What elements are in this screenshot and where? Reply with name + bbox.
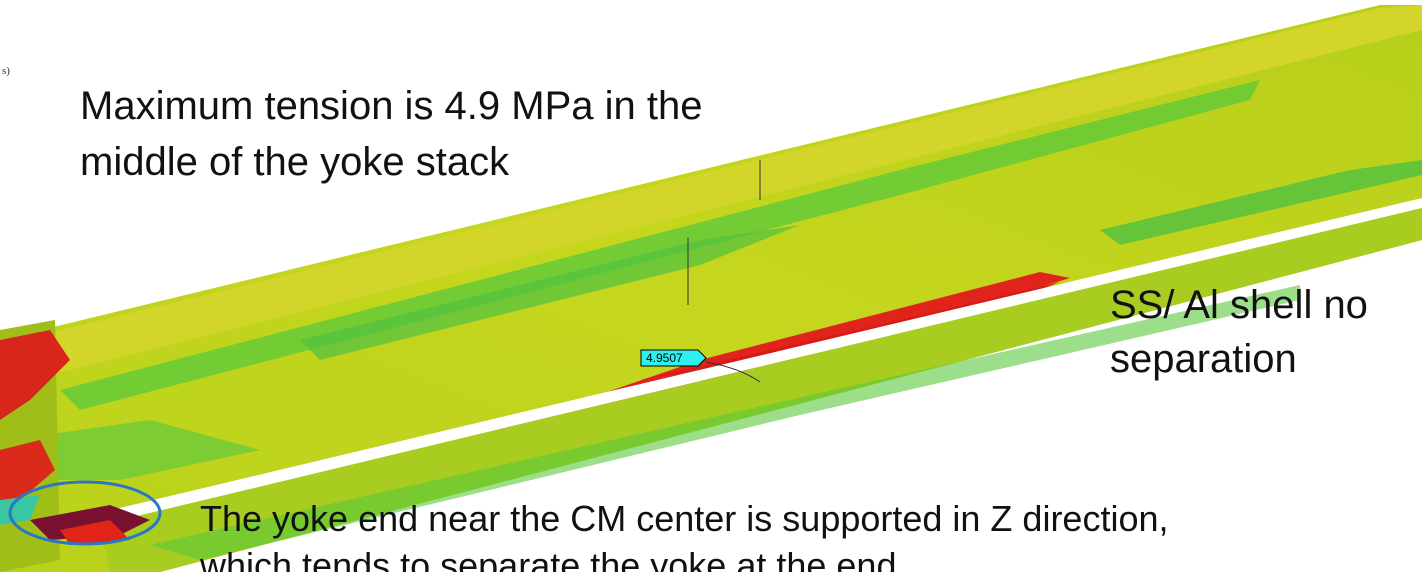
- slide: 4.9507 s) Maximum tension is 4.9 MPa in …: [0, 0, 1422, 572]
- annotation: which tends to separate the yoke at the …: [199, 545, 906, 572]
- corner-fragment: s): [2, 65, 10, 77]
- annotation: Maximum tension is 4.9 MPa in the: [80, 84, 702, 128]
- annotation: The yoke end near the CM center is suppo…: [200, 498, 1169, 539]
- annotation: separation: [1110, 337, 1297, 381]
- probe: 4.9507: [641, 350, 706, 366]
- annotation: SS/ Al shell no: [1110, 283, 1368, 327]
- annotation: middle of the yoke stack: [80, 140, 510, 184]
- probe-label: 4.9507: [646, 351, 683, 365]
